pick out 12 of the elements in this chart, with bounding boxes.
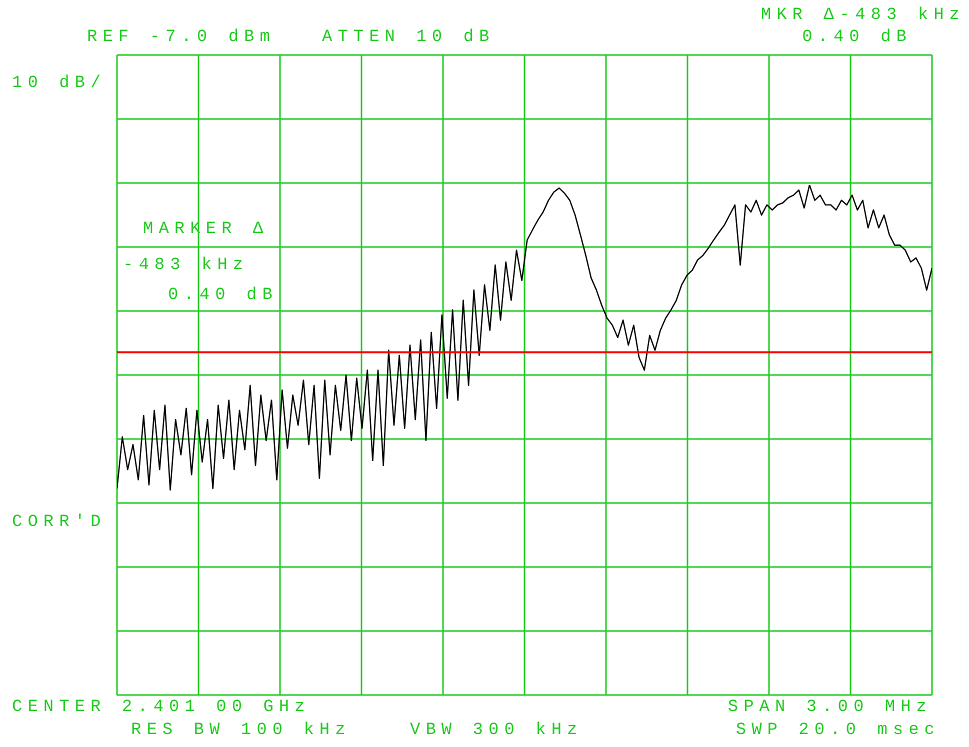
text: 10 dB/	[12, 74, 106, 94]
text: ATTEN 10 dB	[322, 28, 495, 48]
text: CENTER 2.401 00 GHz	[12, 698, 310, 718]
text: MKR Δ-483 kHz	[760, 6, 965, 26]
text: CORR'D	[12, 513, 106, 533]
text: REF -7.0 dBm	[87, 28, 276, 48]
annotation: -483 kHz	[123, 256, 249, 276]
text: SWP 20.0 msec	[736, 721, 940, 741]
text: VBW 300 kHz	[410, 721, 583, 741]
text: RES BW 100 kHz	[131, 721, 351, 741]
text: SPAN 3.00 MHz	[728, 698, 932, 718]
text: 0.40 dB	[802, 28, 912, 48]
